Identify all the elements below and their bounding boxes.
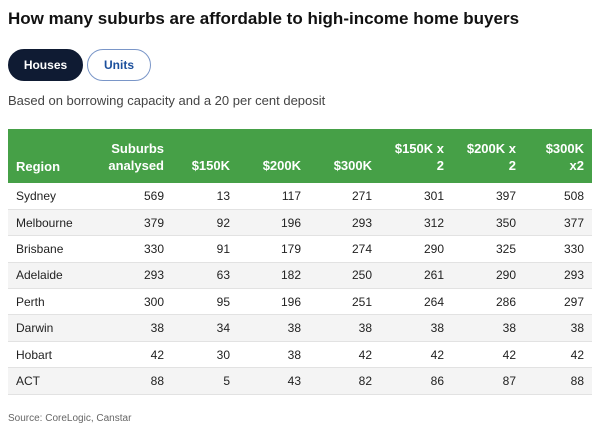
row-value-cell: 42	[309, 341, 380, 369]
row-value-cell: 297	[524, 288, 592, 316]
row-value-cell: 325	[452, 235, 524, 263]
row-value-cell: 38	[238, 341, 309, 369]
row-value-cell: 290	[452, 262, 524, 290]
row-value-cell: 34	[172, 314, 238, 342]
row-value-cell: 42	[452, 341, 524, 369]
row-region-cell: ACT	[8, 367, 96, 395]
row-value-cell: 42	[96, 341, 172, 369]
row-value-cell: 196	[238, 209, 309, 237]
table-header-row: Region Suburbs analysed $150K $200K $300…	[8, 129, 592, 183]
row-value-cell: 397	[452, 183, 524, 210]
row-value-cell: 38	[96, 314, 172, 342]
row-value-cell: 182	[238, 262, 309, 290]
page-title: How many suburbs are affordable to high-…	[8, 9, 520, 28]
view-toggle-group: Houses Units	[8, 49, 151, 81]
affordability-table: Region Suburbs analysed $150K $200K $300…	[8, 129, 592, 395]
row-region-cell: Hobart	[8, 341, 96, 369]
header-suburbs-analysed: Suburbs analysed	[108, 141, 164, 173]
row-value-cell: 330	[96, 235, 172, 263]
row-value-cell: 42	[524, 341, 592, 369]
table-row: Sydney 569 13 117 271 301 397 508	[8, 183, 592, 210]
row-region-cell: Sydney	[8, 183, 96, 210]
row-value-cell: 38	[238, 314, 309, 342]
row-value-cell: 92	[172, 209, 238, 237]
row-value-cell: 38	[524, 314, 592, 342]
row-value-cell: 300	[96, 288, 172, 316]
row-region-cell: Perth	[8, 288, 96, 316]
row-value-cell: 91	[172, 235, 238, 263]
row-value-cell: 264	[380, 288, 452, 316]
row-region-cell: Brisbane	[8, 235, 96, 263]
header-150k-x2: $150K x 2	[394, 141, 444, 173]
row-value-cell: 38	[380, 314, 452, 342]
row-region-cell: Melbourne	[8, 209, 96, 237]
row-value-cell: 330	[524, 235, 592, 263]
row-value-cell: 379	[96, 209, 172, 237]
row-value-cell: 38	[452, 314, 524, 342]
row-value-cell: 196	[238, 288, 309, 316]
row-value-cell: 271	[309, 183, 380, 210]
row-region-cell: Adelaide	[8, 262, 96, 290]
row-value-cell: 261	[380, 262, 452, 290]
row-value-cell: 350	[452, 209, 524, 237]
row-value-cell: 293	[96, 262, 172, 290]
row-value-cell: 301	[380, 183, 452, 210]
row-value-cell: 293	[309, 209, 380, 237]
header-150k: $150K	[191, 158, 230, 173]
table-row: Melbourne 379 92 196 293 312 350 377	[8, 209, 592, 237]
header-300k-x2: $300K x2	[545, 141, 584, 173]
row-value-cell: 95	[172, 288, 238, 316]
row-value-cell: 5	[172, 367, 238, 395]
table-row: Hobart 42 30 38 42 42 42 42	[8, 341, 592, 369]
row-value-cell: 87	[452, 367, 524, 395]
row-value-cell: 30	[172, 341, 238, 369]
header-200k: $200K	[262, 158, 301, 173]
row-value-cell: 250	[309, 262, 380, 290]
row-value-cell: 569	[96, 183, 172, 210]
row-value-cell: 88	[96, 367, 172, 395]
row-value-cell: 377	[524, 209, 592, 237]
row-value-cell: 179	[238, 235, 309, 263]
table-row: ACT 88 5 43 82 86 87 88	[8, 367, 592, 395]
row-value-cell: 274	[309, 235, 380, 263]
row-value-cell: 286	[452, 288, 524, 316]
row-value-cell: 38	[309, 314, 380, 342]
source-note: Source: CoreLogic, Canstar	[8, 413, 132, 424]
units-toggle-button[interactable]: Units	[87, 49, 151, 81]
header-200k-x2: $200K x 2	[466, 141, 516, 173]
row-value-cell: 82	[309, 367, 380, 395]
row-value-cell: 63	[172, 262, 238, 290]
row-value-cell: 251	[309, 288, 380, 316]
table-row: Darwin 38 34 38 38 38 38 38	[8, 314, 592, 342]
header-300k: $300K	[333, 158, 372, 173]
row-value-cell: 312	[380, 209, 452, 237]
row-value-cell: 42	[380, 341, 452, 369]
row-value-cell: 293	[524, 262, 592, 290]
table-row: Perth 300 95 196 251 264 286 297	[8, 288, 592, 316]
houses-toggle-button[interactable]: Houses	[8, 49, 83, 81]
row-value-cell: 117	[238, 183, 309, 210]
row-value-cell: 508	[524, 183, 592, 210]
header-region: Region	[16, 158, 61, 174]
row-value-cell: 13	[172, 183, 238, 210]
row-value-cell: 290	[380, 235, 452, 263]
table-row: Adelaide 293 63 182 250 261 290 293	[8, 262, 592, 290]
table-row: Brisbane 330 91 179 274 290 325 330	[8, 235, 592, 263]
row-value-cell: 43	[238, 367, 309, 395]
row-value-cell: 86	[380, 367, 452, 395]
row-value-cell: 88	[524, 367, 592, 395]
row-region-cell: Darwin	[8, 314, 96, 342]
subtitle: Based on borrowing capacity and a 20 per…	[8, 93, 326, 108]
